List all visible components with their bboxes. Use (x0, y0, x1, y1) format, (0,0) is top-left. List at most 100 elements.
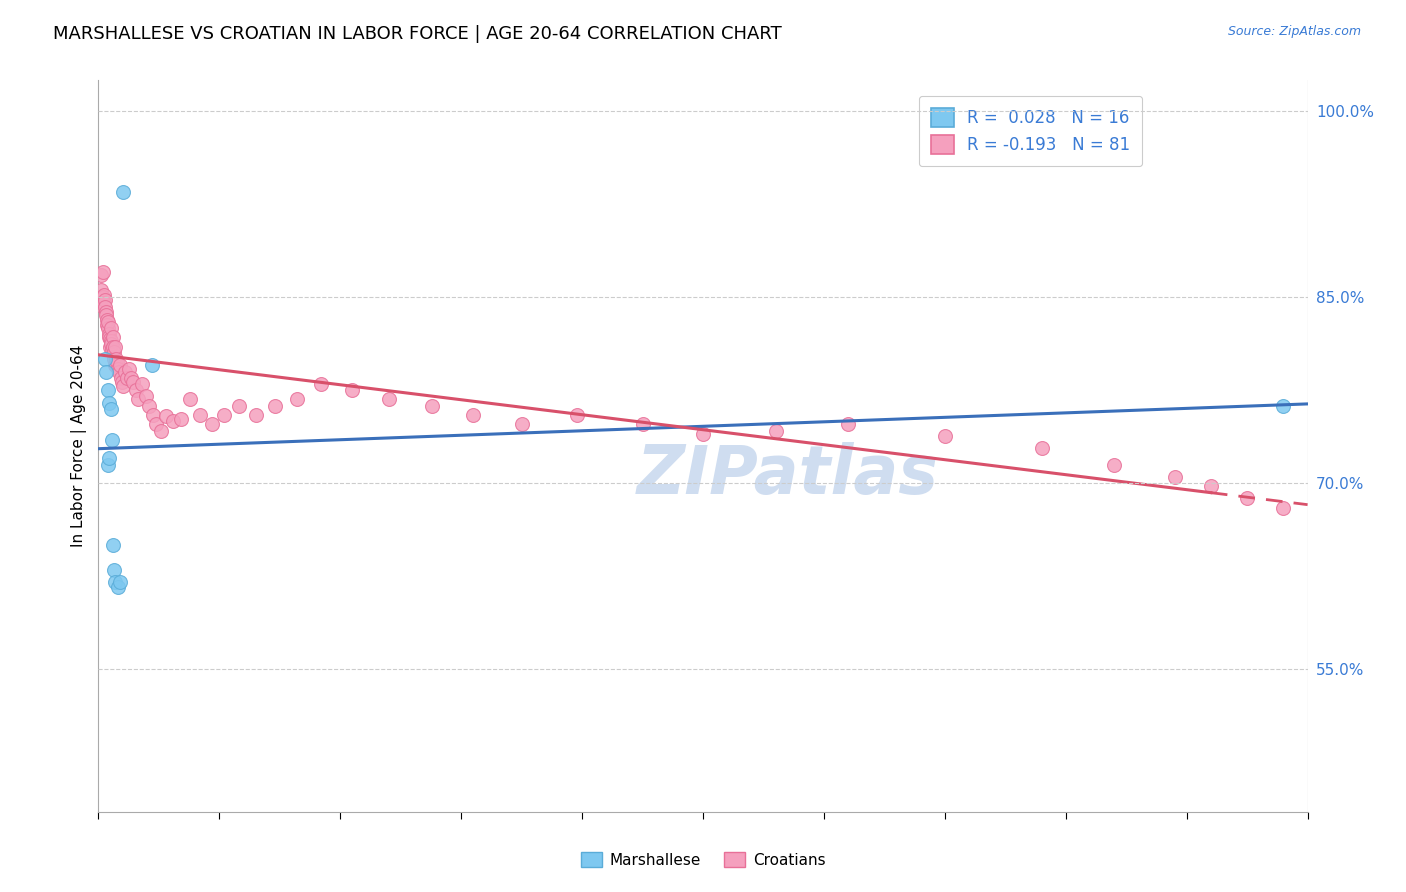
Point (104, 352, 127, 367)
Point (285, 392, 308, 406)
Point (98, 330, 121, 344)
Point (103, 344, 125, 359)
Point (98, 340, 121, 354)
Point (155, 409, 177, 424)
Point (97, 451, 120, 466)
Point (97, 383, 120, 397)
Point (91, 290, 114, 304)
Point (110, 371, 132, 385)
Point (100, 433, 122, 447)
Y-axis label: In Labor Force | Age 20-64: In Labor Force | Age 20-64 (72, 345, 87, 547)
Text: ZIPatlas: ZIPatlas (637, 442, 939, 508)
Point (1236, 491, 1258, 505)
Point (420, 400, 443, 414)
Point (1272, 400, 1295, 414)
Point (150, 424, 173, 438)
Point (94, 365, 117, 379)
Point (108, 359, 131, 373)
Point (1272, 500, 1295, 515)
Point (111, 375, 134, 389)
Point (201, 417, 224, 431)
Point (94, 305, 117, 319)
Point (188, 408, 211, 422)
Point (111, 185, 134, 199)
Point (264, 400, 287, 414)
Point (115, 371, 138, 385)
Point (98, 332, 121, 346)
Point (100, 321, 122, 335)
Point (142, 408, 165, 422)
Point (93, 287, 115, 301)
Point (120, 371, 142, 385)
Point (96, 318, 118, 332)
Point (934, 429, 956, 443)
Point (631, 417, 654, 431)
Point (101, 343, 124, 357)
Point (108, 575, 131, 590)
Point (112, 379, 135, 393)
Point (131, 377, 153, 392)
Legend: R =  0.028   N = 16, R = -0.193   N = 81: R = 0.028 N = 16, R = -0.193 N = 81 (920, 96, 1142, 166)
Point (135, 389, 157, 403)
Point (105, 354, 128, 368)
Point (1031, 442, 1053, 456)
Point (1102, 458, 1125, 472)
Point (162, 414, 184, 428)
Point (89, 298, 111, 312)
Text: MARSHALLESE VS CROATIAN IN LABOR FORCE | AGE 20-64 CORRELATION CHART: MARSHALLESE VS CROATIAN IN LABOR FORCE |… (53, 25, 782, 43)
Point (100, 401, 122, 416)
Point (97, 458, 120, 472)
Point (101, 330, 124, 344)
Point (107, 580, 129, 594)
Point (145, 417, 167, 431)
Point (100, 337, 122, 351)
Point (93, 293, 115, 307)
Point (245, 408, 267, 422)
Point (309, 377, 332, 392)
Point (463, 408, 485, 422)
Point (100, 334, 122, 348)
Point (837, 417, 859, 431)
Point (105, 359, 128, 373)
Point (122, 375, 145, 389)
Point (91, 265, 114, 279)
Point (377, 392, 399, 406)
Legend: Marshallese, Croatians: Marshallese, Croatians (575, 846, 831, 873)
Point (101, 538, 124, 552)
Point (141, 359, 163, 373)
Point (1199, 478, 1222, 492)
Text: Source: ZipAtlas.com: Source: ZipAtlas.com (1227, 25, 1361, 38)
Point (118, 362, 141, 376)
Point (342, 383, 364, 397)
Point (94, 300, 117, 314)
Point (169, 411, 191, 425)
Point (127, 392, 149, 406)
Point (103, 563, 125, 577)
Point (94, 352, 117, 367)
Point (90, 268, 112, 282)
Point (103, 340, 125, 354)
Point (98, 395, 121, 409)
Point (90, 283, 112, 297)
Point (103, 352, 125, 367)
Point (96, 308, 118, 322)
Point (138, 400, 160, 414)
Point (108, 365, 131, 379)
Point (114, 365, 136, 379)
Point (1163, 470, 1185, 484)
Point (510, 417, 533, 431)
Point (212, 408, 235, 422)
Point (692, 426, 714, 441)
Point (179, 392, 201, 406)
Point (228, 400, 250, 414)
Point (765, 424, 787, 438)
Point (125, 383, 148, 397)
Point (91, 290, 114, 304)
Point (97, 321, 120, 335)
Point (97, 327, 120, 342)
Point (104, 575, 127, 590)
Point (104, 340, 127, 354)
Point (97, 315, 120, 329)
Point (93, 296, 115, 310)
Point (96, 312, 118, 326)
